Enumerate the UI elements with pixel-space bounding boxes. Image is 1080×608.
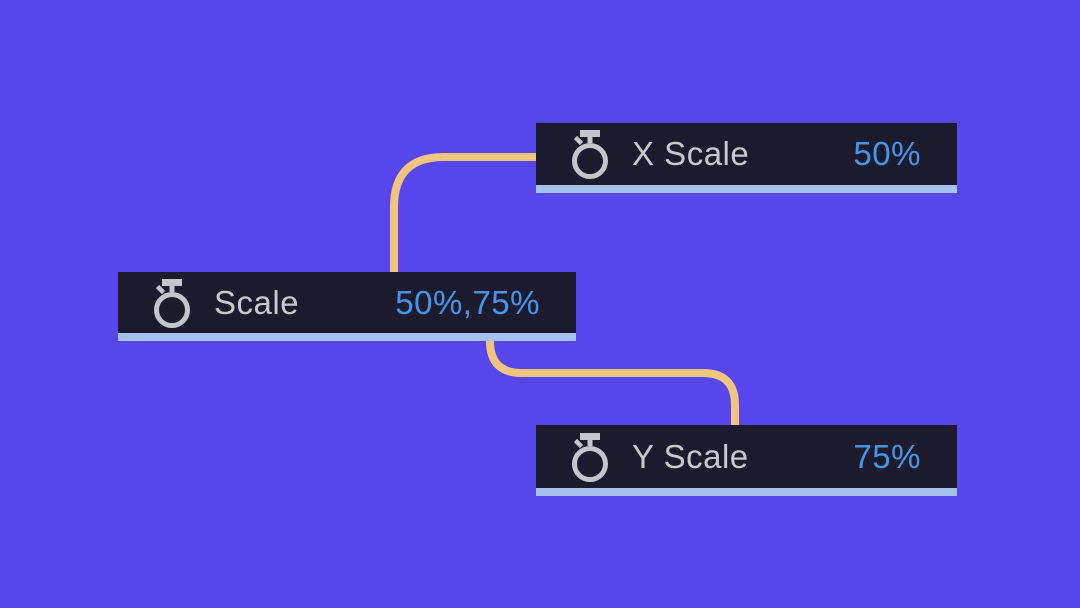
- property-value[interactable]: 75%: [853, 437, 921, 475]
- wire-scale-to-x-scale: [390, 153, 542, 282]
- property-node-y-scale[interactable]: Y Scale 75%: [536, 425, 957, 496]
- property-value[interactable]: 50%,75%: [395, 283, 540, 321]
- property-value[interactable]: 50%: [853, 135, 921, 172]
- property-node-scale[interactable]: Scale 50%,75%: [118, 272, 576, 341]
- property-label: X Scale: [632, 135, 750, 172]
- wire-scale-to-y-scale: [486, 330, 739, 432]
- stopwatch-icon[interactable]: [150, 277, 192, 329]
- property-label: Scale: [214, 283, 300, 321]
- property-label: Y Scale: [632, 437, 749, 475]
- stopwatch-icon[interactable]: [568, 128, 610, 180]
- property-node-x-scale[interactable]: X Scale 50%: [536, 123, 957, 193]
- stopwatch-icon[interactable]: [568, 431, 610, 483]
